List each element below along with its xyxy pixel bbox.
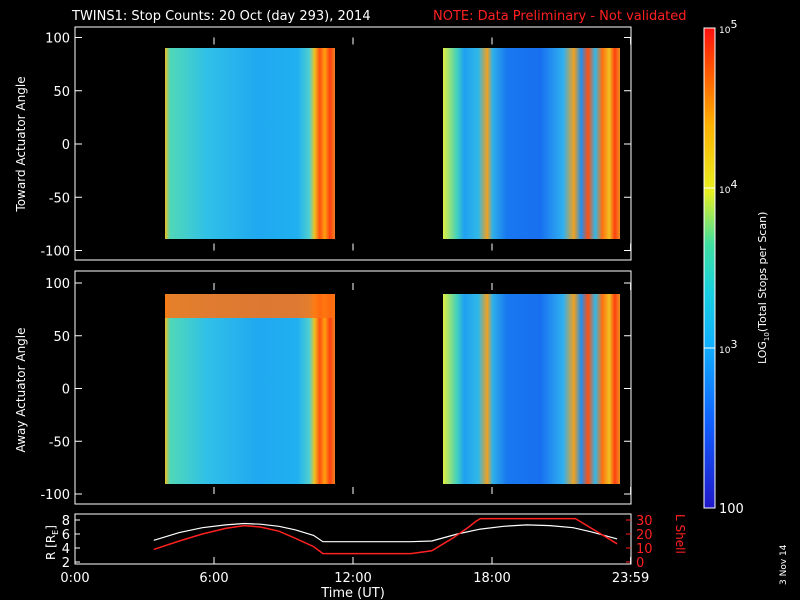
radius-ytick-label: 2 xyxy=(62,556,70,571)
toward-ytick-label: 0 xyxy=(62,138,70,153)
preliminary-note: NOTE: Data Preliminary - Not validated xyxy=(433,9,687,24)
orbit-panel-frame xyxy=(74,513,632,565)
away-ytick-label: 50 xyxy=(53,330,70,345)
colorbar-tick-label: 104 xyxy=(719,178,737,196)
radius-ylabel-close: ] xyxy=(44,525,58,530)
colorbar-label: LOG10(Total Stops per Scan) xyxy=(756,212,771,364)
away-ytick-label: 0 xyxy=(62,383,70,398)
chart-title: TWINS1: Stop Counts: 20 Oct (day 293), 2… xyxy=(71,9,371,24)
radius-series-line xyxy=(153,522,618,543)
toward-heatmap-block-1 xyxy=(165,48,335,239)
away-heatmap-block-2 xyxy=(443,294,620,484)
away-angle-ylabel: Away Actuator Angle xyxy=(14,327,28,452)
colorbar-tick-label: 103 xyxy=(719,338,737,356)
lshell-ytick-label: 30 xyxy=(636,514,653,529)
radius-ylabel: R [RE] xyxy=(44,525,60,560)
time-xtick-label: 6:00 xyxy=(199,571,228,586)
colorbar-gradient xyxy=(703,27,716,509)
away-ytick-label: -50 xyxy=(49,435,70,450)
toward-heatmap-block-2 xyxy=(443,48,620,239)
radius-ytick-label: 8 xyxy=(62,514,70,529)
toward-heatmap-panel: 100 50 0 -50 -100 Toward Actuator Angle xyxy=(14,26,632,261)
colorbar-tick-base: 10 xyxy=(719,26,731,36)
colorbar-tick-base: 10 xyxy=(719,186,731,196)
colorbar-tick-label: 105 xyxy=(719,18,737,36)
lshell-ytick-label: 10 xyxy=(636,542,653,557)
date-stamp: 3 Nov 14 xyxy=(779,544,789,585)
toward-ytick-label: 50 xyxy=(53,85,70,100)
colorbar-tick-label: 100 xyxy=(719,502,744,517)
away-ytick-label: -100 xyxy=(40,488,70,503)
colorbar-tick-base: 100 xyxy=(719,502,744,517)
lshell-ytick-label: 20 xyxy=(636,528,653,543)
lshell-ytick-label: 0 xyxy=(636,556,644,571)
away-heatmap-block-1 xyxy=(165,294,335,484)
colorbar-tick-exp: 5 xyxy=(730,18,737,31)
colorbar-label-suffix: (Total Stops per Scan) xyxy=(756,212,769,333)
colorbar-label-sub: 10 xyxy=(763,332,771,341)
radius-ytick-label: 6 xyxy=(62,528,70,543)
lshell-series-line xyxy=(153,517,618,555)
away-heatmap-panel: 100 50 0 -50 -100 Away Actuator Angle xyxy=(14,270,632,505)
away-heatmap-band xyxy=(165,294,335,318)
radius-ylabel-sub: E xyxy=(51,530,60,535)
radius-ytick-label: 4 xyxy=(62,542,70,557)
colorbar-label-prefix: LOG xyxy=(756,341,769,364)
away-ytick-label: 100 xyxy=(45,277,70,292)
colorbar-tick-base: 10 xyxy=(719,346,731,356)
colorbar-tick-exp: 3 xyxy=(730,338,737,351)
toward-angle-ylabel: Toward Actuator Angle xyxy=(14,76,28,212)
time-xlabel: Time (UT) xyxy=(320,586,385,600)
colorbar-tick-exp: 4 xyxy=(730,178,737,191)
time-xtick-label: 18:00 xyxy=(473,571,510,586)
time-xtick-label: 23:59 xyxy=(612,571,649,586)
lshell-ylabel: L Shell xyxy=(673,514,687,554)
time-xtick-label: 12:00 xyxy=(334,571,371,586)
time-xtick-label: 0:00 xyxy=(60,571,89,586)
toward-ytick-label: -50 xyxy=(49,191,70,206)
toward-ytick-label: -100 xyxy=(40,245,70,260)
radius-ylabel-text: R [R xyxy=(44,535,58,560)
toward-ytick-label: 100 xyxy=(45,32,70,47)
